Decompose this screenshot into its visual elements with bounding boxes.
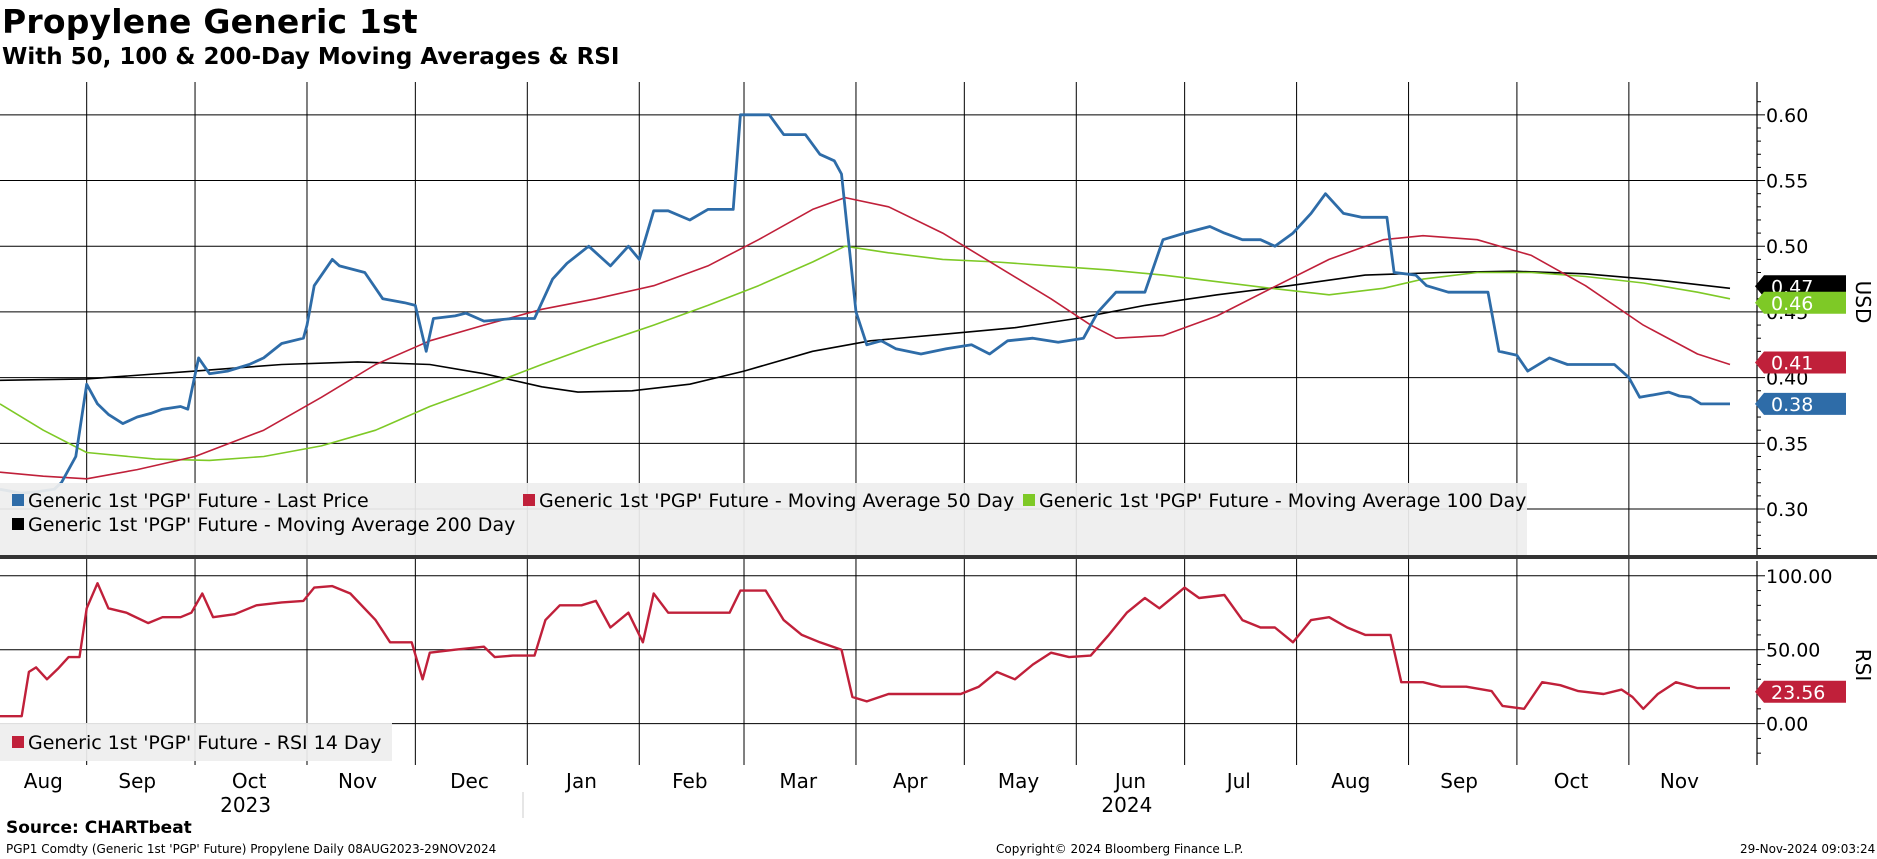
flag-last-price: 0.38 [1755, 392, 1846, 416]
price-tick-label: 0.30 [1766, 499, 1808, 521]
x-month-label: Jun [1113, 769, 1146, 793]
rsi-legend-bg [0, 723, 392, 761]
flag-ma100: 0.46 [1755, 291, 1846, 315]
x-month-label: Feb [672, 769, 707, 793]
x-month-label: Oct [232, 769, 267, 793]
x-month-label: Nov [338, 769, 377, 793]
legend-label-rsi: Generic 1st 'PGP' Future - RSI 14 Day [28, 732, 381, 754]
x-month-label: Aug [1331, 769, 1370, 793]
x-month-label: Aug [24, 769, 63, 793]
timestamp-text: 29-Nov-2024 09:03:24 [1740, 842, 1876, 856]
series-line-ma200 [0, 270, 1731, 393]
x-month-label: Sep [1440, 769, 1478, 793]
price-axis-title: USD [1851, 281, 1875, 324]
flag-rsi-shape [1755, 680, 1846, 703]
price-tick-label: 0.55 [1766, 171, 1808, 193]
flag-last-price-label: 0.38 [1771, 394, 1813, 416]
x-month-label: May [998, 769, 1040, 793]
x-month-label: Jan [564, 769, 597, 793]
flag-ma100-shape [1755, 291, 1846, 314]
rsi-tick-label: 0.00 [1766, 714, 1808, 736]
rsi-tick-label: 50.00 [1766, 640, 1820, 662]
rsi-axis-title: RSI [1851, 649, 1875, 682]
legend-label-ma200: Generic 1st 'PGP' Future - Moving Averag… [28, 514, 515, 536]
x-month-label: Nov [1660, 769, 1699, 793]
series-line-rsi [0, 582, 1730, 718]
x-month-label: Jul [1225, 769, 1251, 793]
price-legend-bg [0, 483, 1527, 555]
flag-ma50-label: 0.41 [1771, 352, 1813, 374]
rsi-tick-label: 100.00 [1766, 566, 1832, 588]
legend-swatch-last_price [12, 494, 24, 506]
rsi-legend: Generic 1st 'PGP' Future - RSI 14 Day [0, 723, 392, 761]
x-month-label: Sep [118, 769, 156, 793]
flag-rsi: 23.56 [1755, 680, 1846, 704]
x-month-label: Dec [450, 769, 489, 793]
x-year-label: 2023 [220, 793, 271, 817]
chart-subtitle: With 50, 100 & 200-Day Moving Averages &… [2, 44, 620, 70]
legend-swatch-ma200 [12, 518, 24, 530]
legend-label-last_price: Generic 1st 'PGP' Future - Last Price [28, 490, 369, 512]
series-line-last_price [0, 113, 1730, 495]
price-legend: Generic 1st 'PGP' Future - Last Price Gen… [0, 483, 1527, 555]
flag-rsi-label: 23.56 [1771, 682, 1825, 704]
chart-title: Propylene Generic 1st [2, 2, 418, 41]
flag-ma50-shape [1755, 351, 1846, 374]
source-label: Source: CHARTbeat [6, 818, 192, 838]
ticker-info: PGP1 Comdty (Generic 1st 'PGP' Future) P… [6, 842, 497, 856]
flag-last-price-shape [1755, 392, 1846, 415]
flag-ma100-label: 0.46 [1771, 293, 1813, 315]
legend-swatch-ma50 [523, 494, 535, 506]
x-month-label: Apr [893, 769, 928, 793]
legend-swatch-rsi [12, 736, 24, 748]
legend-swatch-ma100 [1023, 494, 1035, 506]
x-month-label: Oct [1554, 769, 1589, 793]
x-month-label: Mar [779, 769, 818, 793]
flag-ma200-shape [1755, 275, 1846, 298]
price-tick-label: 0.50 [1766, 236, 1808, 258]
grid-lines [0, 82, 1757, 765]
series-line-ma100 [0, 245, 1731, 462]
price-tick-label: 0.60 [1766, 105, 1808, 127]
panel-separator [0, 555, 1877, 559]
price-tick-label: 0.35 [1766, 433, 1808, 455]
series-line-ma50 [0, 196, 1731, 480]
legend-label-ma100: Generic 1st 'PGP' Future - Moving Averag… [1039, 490, 1526, 512]
x-year-label: 2024 [1101, 793, 1152, 817]
flag-ma50: 0.41 [1755, 351, 1846, 374]
legend-label-ma50: Generic 1st 'PGP' Future - Moving Averag… [539, 490, 1014, 512]
copyright-text: Copyright© 2024 Bloomberg Finance L.P. [996, 842, 1244, 856]
